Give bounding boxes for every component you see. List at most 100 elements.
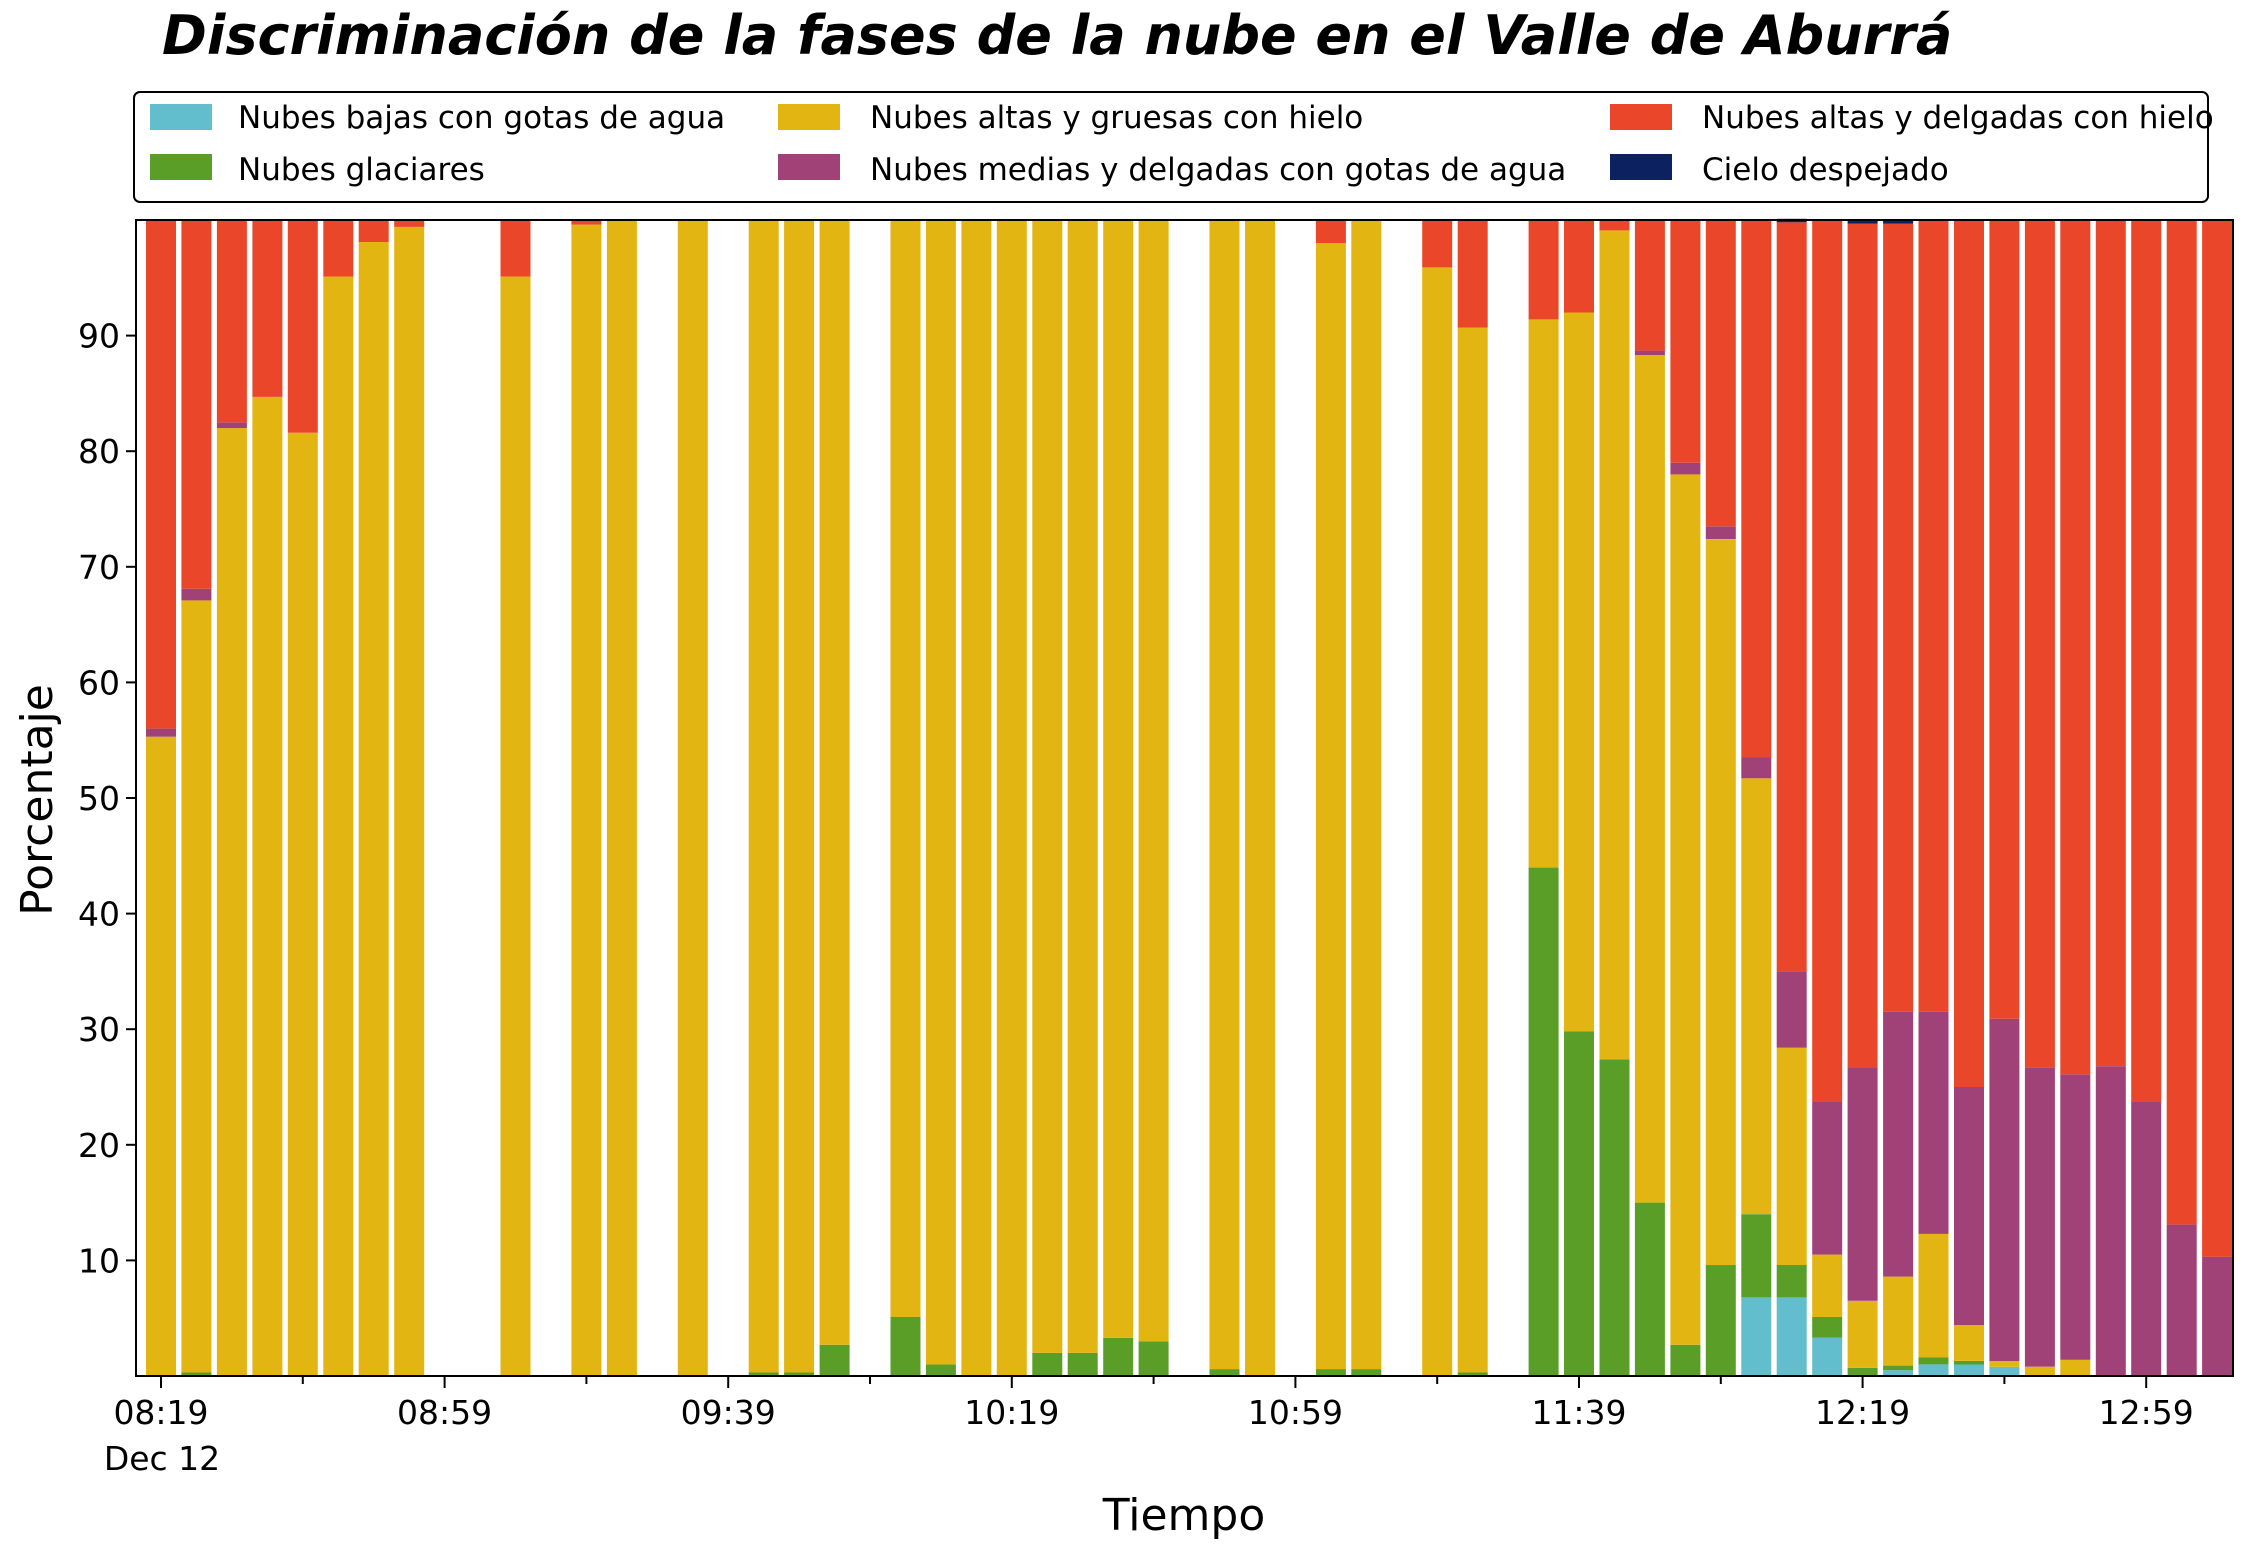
- bar-stack-0924: [606, 220, 637, 1376]
- bar-segment-high-thin-ice: [1634, 220, 1665, 351]
- bar-stack-1214: [1812, 220, 1843, 1376]
- bar-segment-high-thick-ice: [1351, 220, 1382, 1370]
- bar-stack-1139: [1564, 220, 1594, 1376]
- x-tick-label: 10:59: [1248, 1393, 1343, 1432]
- bar-stack-1149: [1634, 220, 1665, 1376]
- bar-segment-glaciated: [1741, 1214, 1772, 1298]
- y-tick-label: 70: [78, 548, 120, 587]
- bar-segment-high-thin-ice: [1528, 220, 1559, 320]
- bar-stack-0854: [394, 220, 425, 1376]
- bar-stack-1249: [2060, 220, 2091, 1376]
- bar-segment-high-thick-ice: [606, 220, 637, 1376]
- bar-stack-1259: [2131, 220, 2162, 1376]
- bar-stack-1134: [1528, 220, 1559, 1376]
- bar-segment-high-thin-ice: [1422, 220, 1453, 268]
- bar-segment-high-thick-ice: [961, 220, 992, 1376]
- legend-swatch-clear-sky: [1610, 154, 1672, 180]
- bar-segment-glaciated: [1209, 1369, 1240, 1376]
- bar-segment-mid-thin-water: [2095, 1066, 2126, 1376]
- bar-stack-1054: [1245, 220, 1275, 1376]
- bar-segment-high-thin-ice: [1741, 220, 1772, 758]
- bar-segment-high-thick-ice: [1564, 312, 1594, 1032]
- bar-segment-glaciated: [784, 1372, 815, 1376]
- bar-segment-high-thick-ice: [1883, 1276, 1914, 1366]
- bar-segment-mid-thin-water: [1989, 1018, 2020, 1361]
- bar-segment-mid-thin-water: [2202, 1256, 2233, 1376]
- bar-segment-high-thin-ice: [1705, 220, 1736, 527]
- bar-segment-high-thick-ice: [1634, 355, 1665, 1203]
- bar-segment-high-thick-ice: [394, 226, 425, 1376]
- bar-segment-high-thick-ice: [1245, 220, 1275, 1376]
- legend-label-clear-sky: Cielo despejado: [1702, 152, 1949, 188]
- y-tick-label: 20: [78, 1126, 120, 1165]
- x-axis-label: Tiempo: [1102, 1490, 1266, 1541]
- bar-segment-mid-thin-water: [1847, 1067, 1878, 1301]
- bar-segment-high-thin-ice: [1599, 220, 1630, 231]
- bar-segment-high-thin-ice: [146, 220, 176, 729]
- x-tick-label: 12:19: [1815, 1393, 1910, 1432]
- bar-stack-1224: [1883, 220, 1914, 1376]
- bar-segment-high-thick-ice: [1032, 220, 1063, 1353]
- bar-stack-1029: [1067, 220, 1098, 1376]
- bar-segment-glaciated: [181, 1372, 212, 1376]
- bar-segment-clear-sky: [1883, 220, 1914, 224]
- bar-segment-high-thick-ice: [1138, 220, 1169, 1342]
- bar-stack-0824: [181, 220, 212, 1376]
- bar-segment-glaciated: [1634, 1202, 1665, 1376]
- bar-segment-glaciated: [1564, 1031, 1594, 1376]
- bar-segment-glaciated: [1847, 1367, 1878, 1376]
- bar-stack-1219: [1847, 220, 1878, 1376]
- bar-segment-glaciated: [1103, 1337, 1134, 1376]
- bar-stack-1229: [1918, 220, 1949, 1376]
- y-axis: 10 20 30 40 50 60 70 80 90: [78, 317, 136, 1280]
- y-tick-label: 40: [78, 895, 120, 934]
- x-axis: 08:19 08:59 09:39 10:19 10:59 11:39 12:19 12:59: [113, 1376, 2194, 1432]
- bar-segment-low-water: [1883, 1370, 1914, 1376]
- bar-stack-1144: [1599, 220, 1630, 1376]
- legend-label-glaciated-clouds: Nubes glaciares: [238, 152, 485, 188]
- bar-segment-clear-sky: [1847, 220, 1878, 224]
- bar-segment-glaciated: [1918, 1357, 1949, 1365]
- bar-segment-high-thick-ice: [677, 220, 708, 1376]
- bar-segment-glaciated: [1812, 1317, 1843, 1338]
- bar-stack-1124: [1457, 220, 1488, 1376]
- bar-stack-0844: [323, 220, 354, 1377]
- x-tick-label: 10:19: [964, 1393, 1059, 1432]
- bar-stack-1034: [1103, 220, 1134, 1376]
- bar-segment-high-thin-ice: [1954, 220, 1984, 1087]
- bar-segment-high-thick-ice: [1103, 220, 1134, 1338]
- bar-segment-high-thick-ice: [1989, 1361, 2020, 1367]
- bar-segment-high-thin-ice: [500, 220, 531, 277]
- bar-segment-high-thin-ice: [1776, 222, 1807, 972]
- bar-segment-glaciated: [1457, 1372, 1488, 1376]
- bar-stack-1039: [1138, 220, 1169, 1376]
- bar-stack-1204: [1741, 220, 1772, 1376]
- x-tick-label: 11:39: [1531, 1393, 1626, 1432]
- bar-segment-glaciated: [748, 1372, 779, 1376]
- bar-stack-1239: [1989, 220, 2020, 1376]
- x-tick-label: 08:19: [113, 1393, 208, 1432]
- bar-segment-high-thick-ice: [1457, 327, 1488, 1373]
- bar-segment-mid-thin-water: [1918, 1011, 1949, 1234]
- bar-stack-0829: [216, 220, 247, 1377]
- x-date-label: Dec 12: [104, 1439, 220, 1478]
- bar-segment-high-thick-ice: [2024, 1366, 2055, 1376]
- bar-segment-mid-thin-water: [1883, 1011, 1914, 1277]
- bar-segment-low-water: [1989, 1366, 2020, 1376]
- bar-stack-1244: [2024, 220, 2055, 1376]
- bar-segment-high-thin-ice: [2024, 220, 2055, 1068]
- bar-stack-0919: [571, 220, 602, 1377]
- y-axis-label: Porcentaje: [12, 684, 63, 916]
- plot-frame: [135, 219, 2234, 1377]
- bar-segment-high-thick-ice: [1528, 319, 1559, 868]
- bar-segment-high-thin-ice: [1918, 220, 1949, 1012]
- bar-segment-high-thick-ice: [146, 736, 176, 1376]
- bar-segment-mid-thin-water: [1954, 1087, 1984, 1326]
- bar-segment-glaciated: [890, 1317, 921, 1376]
- bar-stack-1254: [2095, 220, 2126, 1376]
- bar-stack-1309: [2202, 220, 2233, 1376]
- legend-swatch-low-water-clouds: [150, 104, 212, 130]
- bar-stack-1159: [1705, 220, 1736, 1376]
- legend-label-high-thick-ice-clouds: Nubes altas y gruesas con hielo: [870, 100, 1363, 136]
